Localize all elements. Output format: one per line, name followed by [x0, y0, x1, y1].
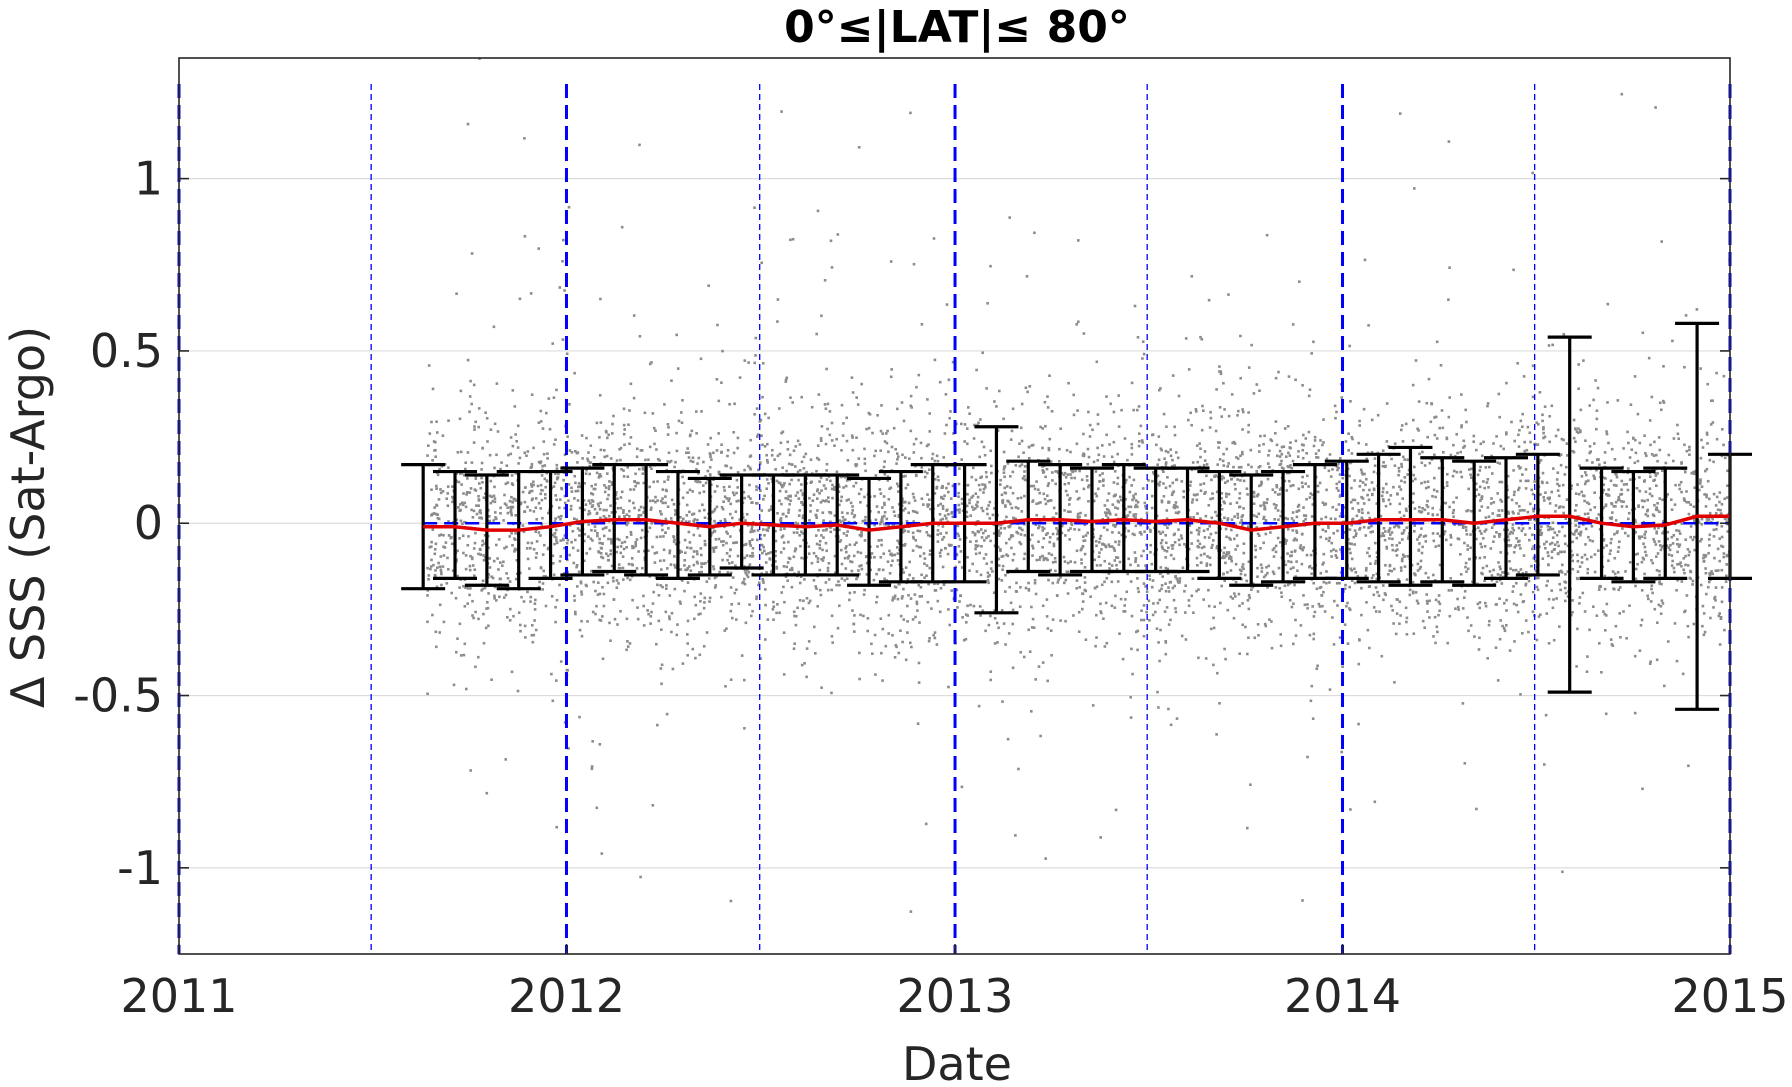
y-axis-ticks: -1 -0.5 0 0.5 1	[73, 152, 1730, 895]
y-tick-label: -0.5	[73, 669, 163, 723]
x-axis-ticks: 2011 2012 2013 2014 2015	[120, 944, 1789, 1023]
y-tick-label: -1	[117, 841, 163, 895]
x-tick-label: 2015	[1671, 969, 1788, 1023]
x-tick-label: 2014	[1284, 969, 1401, 1023]
mean-series-line	[423, 514, 1730, 532]
x-axis-label: Date	[902, 1037, 1012, 1087]
chart-title: 0°≤|LAT|≤ 80°	[784, 2, 1130, 53]
y-tick-label: 0	[134, 496, 163, 550]
scatter-cloud	[426, 57, 1732, 913]
x-tick-label: 2012	[508, 969, 625, 1023]
y-tick-label: 0.5	[90, 324, 163, 378]
y-axis-label: Δ SSS (Sat-Argo)	[1, 326, 55, 708]
y-tick-label: 1	[134, 152, 163, 206]
x-tick-label: 2011	[120, 969, 237, 1023]
x-tick-label: 2013	[896, 969, 1013, 1023]
